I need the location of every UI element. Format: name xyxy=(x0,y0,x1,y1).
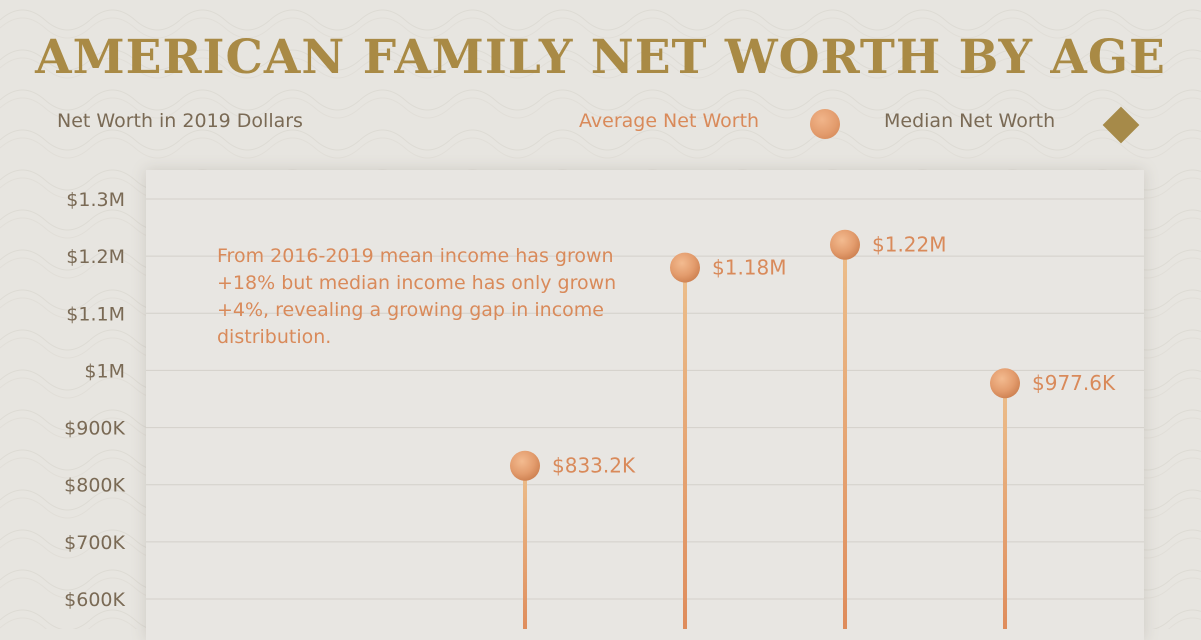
chart-title: AMERICAN FAMILY NET WORTH BY AGE xyxy=(35,30,1166,85)
average-point xyxy=(670,252,700,283)
y-tick-label: $700K xyxy=(64,532,125,554)
plot-area xyxy=(146,170,1144,640)
average-data-label: $833.2K xyxy=(552,454,636,478)
y-tick-label: $1.3M xyxy=(66,189,125,211)
average-stem xyxy=(843,244,847,629)
y-tick-label: $600K xyxy=(64,589,125,611)
y-tick-label: $1.1M xyxy=(66,303,125,325)
average-data-label: $1.22M xyxy=(872,233,947,257)
average-data-label: $977.6K xyxy=(1032,371,1116,395)
y-tick-label: $800K xyxy=(64,475,125,497)
legend-median-label: Median Net Worth xyxy=(884,110,1056,132)
y-tick-label: $1M xyxy=(84,360,125,382)
chart-annotation: From 2016-2019 mean income has grown +18… xyxy=(217,245,617,348)
average-data-label: $1.18M xyxy=(712,256,787,280)
average-point xyxy=(510,450,540,481)
average-stem xyxy=(523,465,527,629)
average-stem xyxy=(683,267,687,629)
y-tick-label: $900K xyxy=(64,418,125,440)
average-point xyxy=(990,368,1020,399)
y-tick-label: $1.2M xyxy=(66,246,125,268)
legend-average-label: Average Net Worth xyxy=(579,110,760,132)
average-stem xyxy=(1003,383,1007,629)
chart-subtitle: Net Worth in 2019 Dollars xyxy=(57,110,303,132)
average-point xyxy=(830,229,860,260)
legend-average-circle-icon xyxy=(810,109,840,139)
